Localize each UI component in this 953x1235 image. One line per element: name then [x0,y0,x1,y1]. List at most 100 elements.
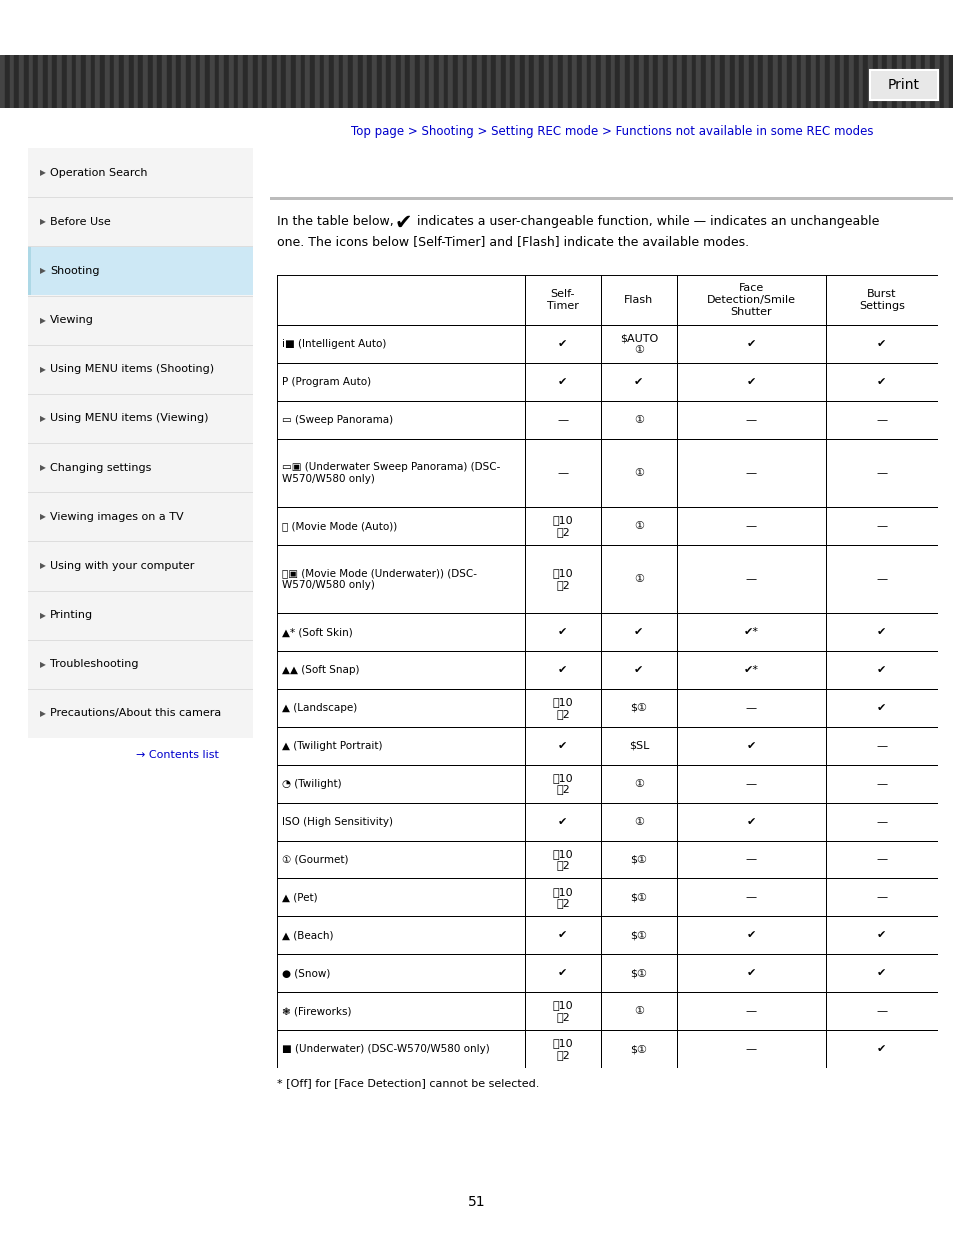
Text: ✔*: ✔* [743,627,758,637]
Text: ①: ① [633,574,643,584]
Bar [777,56,781,107]
Bar [300,56,305,107]
Bar [114,56,119,107]
Bar [272,56,276,107]
Text: ①: ① [633,468,643,478]
Bar [28,295,253,345]
Bar [810,56,815,107]
Text: Print: Print [887,78,919,91]
Bar [934,56,939,107]
Bar [729,56,734,107]
Bar [214,56,219,107]
Bar [62,56,67,107]
Text: Ⓢ10
Ⓢ2: Ⓢ10 Ⓢ2 [552,1000,573,1021]
Bar [762,56,767,107]
Text: ✔: ✔ [746,930,755,940]
Bar [720,56,724,107]
Text: ①: ① [633,1007,643,1016]
Bar [391,56,395,107]
Text: Ⓢ10
Ⓢ2: Ⓢ10 Ⓢ2 [552,848,573,871]
Bar [705,56,710,107]
Text: —: — [876,468,886,478]
Text: ✔: ✔ [558,627,567,637]
Text: In the table below,: In the table below, [276,215,394,228]
Text: —: — [876,893,886,903]
Bar [419,56,424,107]
Bar [57,56,62,107]
Bar [500,56,505,107]
Bar [162,56,167,107]
Bar [901,56,905,107]
Text: ✔: ✔ [746,377,755,387]
Text: ▶: ▶ [40,513,46,521]
Bar [100,56,105,107]
Bar [319,56,324,107]
Text: ▭ (Sweep Panorama): ▭ (Sweep Panorama) [282,415,393,425]
Bar [891,56,896,107]
Text: Ⓢ10
Ⓢ2: Ⓢ10 Ⓢ2 [552,887,573,908]
Bar [138,56,143,107]
Bar [438,56,443,107]
Bar [624,56,629,107]
Text: —: — [876,741,886,751]
Bar [820,56,824,107]
Text: —: — [876,1007,886,1016]
Bar [105,56,110,107]
Bar [353,56,357,107]
Bar [324,56,329,107]
Text: ▶: ▶ [40,267,46,275]
Bar [329,56,334,107]
Bar [481,56,486,107]
Bar [181,56,186,107]
Bar [276,56,281,107]
Bar [81,56,86,107]
Bar [786,56,791,107]
Bar [882,56,886,107]
Bar [486,56,491,107]
Bar [529,56,534,107]
Text: ▶: ▶ [40,610,46,620]
Bar [367,56,372,107]
Text: ▶: ▶ [40,316,46,325]
Text: Flash: Flash [623,295,653,305]
Bar [715,56,720,107]
Bar [886,56,891,107]
Bar [372,56,376,107]
Text: ▲ (Twilight Portrait): ▲ (Twilight Portrait) [282,741,382,751]
Bar [691,56,696,107]
Text: ✔: ✔ [746,338,755,350]
Text: ✔: ✔ [395,212,412,233]
Text: Shooting: Shooting [50,266,99,275]
Bar [224,56,229,107]
Text: → Contents list: → Contents list [136,751,219,761]
Text: Ⓢ10
Ⓢ2: Ⓢ10 Ⓢ2 [552,1039,573,1060]
Bar [596,56,600,107]
Text: ◔ (Twilight): ◔ (Twilight) [282,779,341,789]
Text: ● (Snow): ● (Snow) [282,968,330,978]
Bar [28,345,253,394]
Text: ▶: ▶ [40,659,46,668]
Bar [448,56,453,107]
Text: ✔: ✔ [746,741,755,751]
Text: i■ (Intelligent Auto): i■ (Intelligent Auto) [282,338,386,350]
Text: —: — [745,855,756,864]
Bar [872,56,877,107]
Text: ✔: ✔ [558,741,567,751]
Text: —: — [876,855,886,864]
Text: ✔: ✔ [558,930,567,940]
Text: ✔: ✔ [634,377,643,387]
Bar [424,56,429,107]
Text: ✔: ✔ [558,377,567,387]
Bar [28,394,253,443]
Bar [524,56,529,107]
Bar [796,56,801,107]
Text: Changing settings: Changing settings [50,463,152,473]
Bar [429,56,434,107]
Bar [472,56,476,107]
Bar [71,56,76,107]
Text: ▶: ▶ [40,168,46,177]
Bar [834,56,839,107]
Text: ❃ (Fireworks): ❃ (Fireworks) [282,1007,351,1016]
Bar [781,56,786,107]
Bar [491,56,496,107]
